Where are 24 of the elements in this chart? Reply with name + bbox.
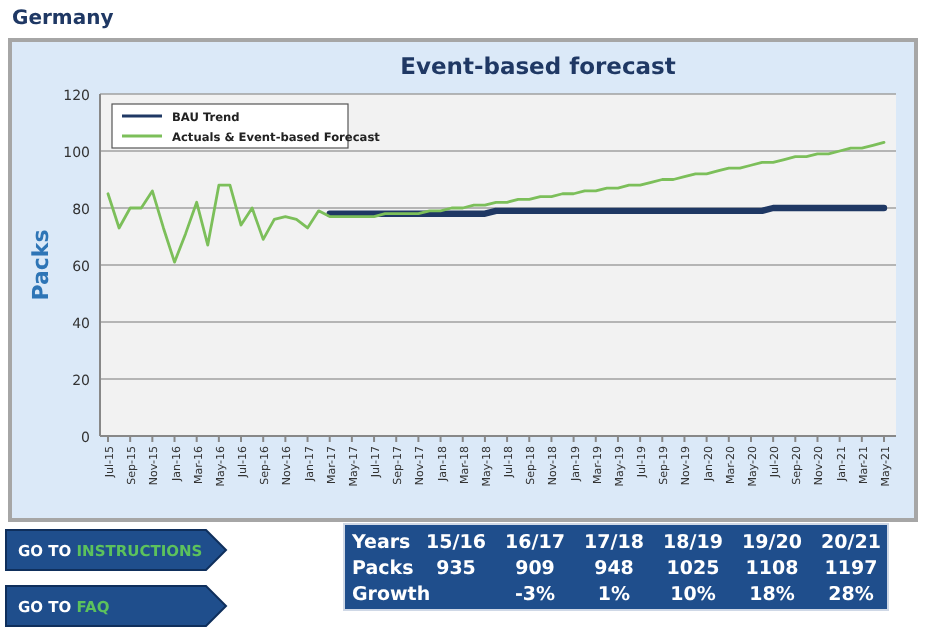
data-label: 1025 — [666, 558, 720, 580]
data-label: 909 — [515, 558, 555, 580]
category-label: 18/19 — [663, 532, 723, 554]
text: Years — [350, 532, 412, 554]
text: 18% — [749, 584, 796, 606]
line-series — [106, 141, 886, 264]
text: 1% — [597, 584, 632, 606]
text: Packs — [352, 558, 415, 580]
data-label: 1197 — [824, 558, 878, 580]
y-axis-title: Packs — [28, 228, 54, 301]
text: Growth — [352, 584, 431, 606]
text: Germany — [12, 8, 115, 30]
data-label: 1108 — [745, 558, 800, 580]
chart-title: Event-based forecast — [400, 52, 677, 80]
data-label: 935 — [436, 558, 476, 580]
category-label: 15/16 — [426, 532, 487, 554]
category-label: 16/17 — [505, 532, 565, 554]
text: -3% — [514, 584, 557, 606]
category-label: 20/21 — [821, 532, 881, 554]
text: 10% — [670, 584, 717, 606]
category-label: 19/20 — [742, 532, 803, 554]
category-label: 17/18 — [584, 532, 645, 554]
text: 28% — [828, 584, 875, 606]
data-label: 948 — [594, 558, 635, 580]
